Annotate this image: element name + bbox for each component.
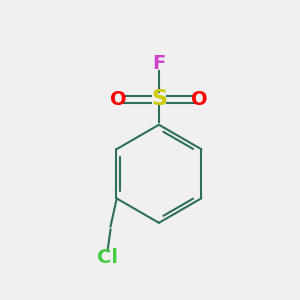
Text: S: S <box>151 89 167 110</box>
Text: O: O <box>110 90 127 109</box>
Text: O: O <box>191 90 207 109</box>
Text: F: F <box>152 54 166 73</box>
Text: Cl: Cl <box>97 248 118 267</box>
